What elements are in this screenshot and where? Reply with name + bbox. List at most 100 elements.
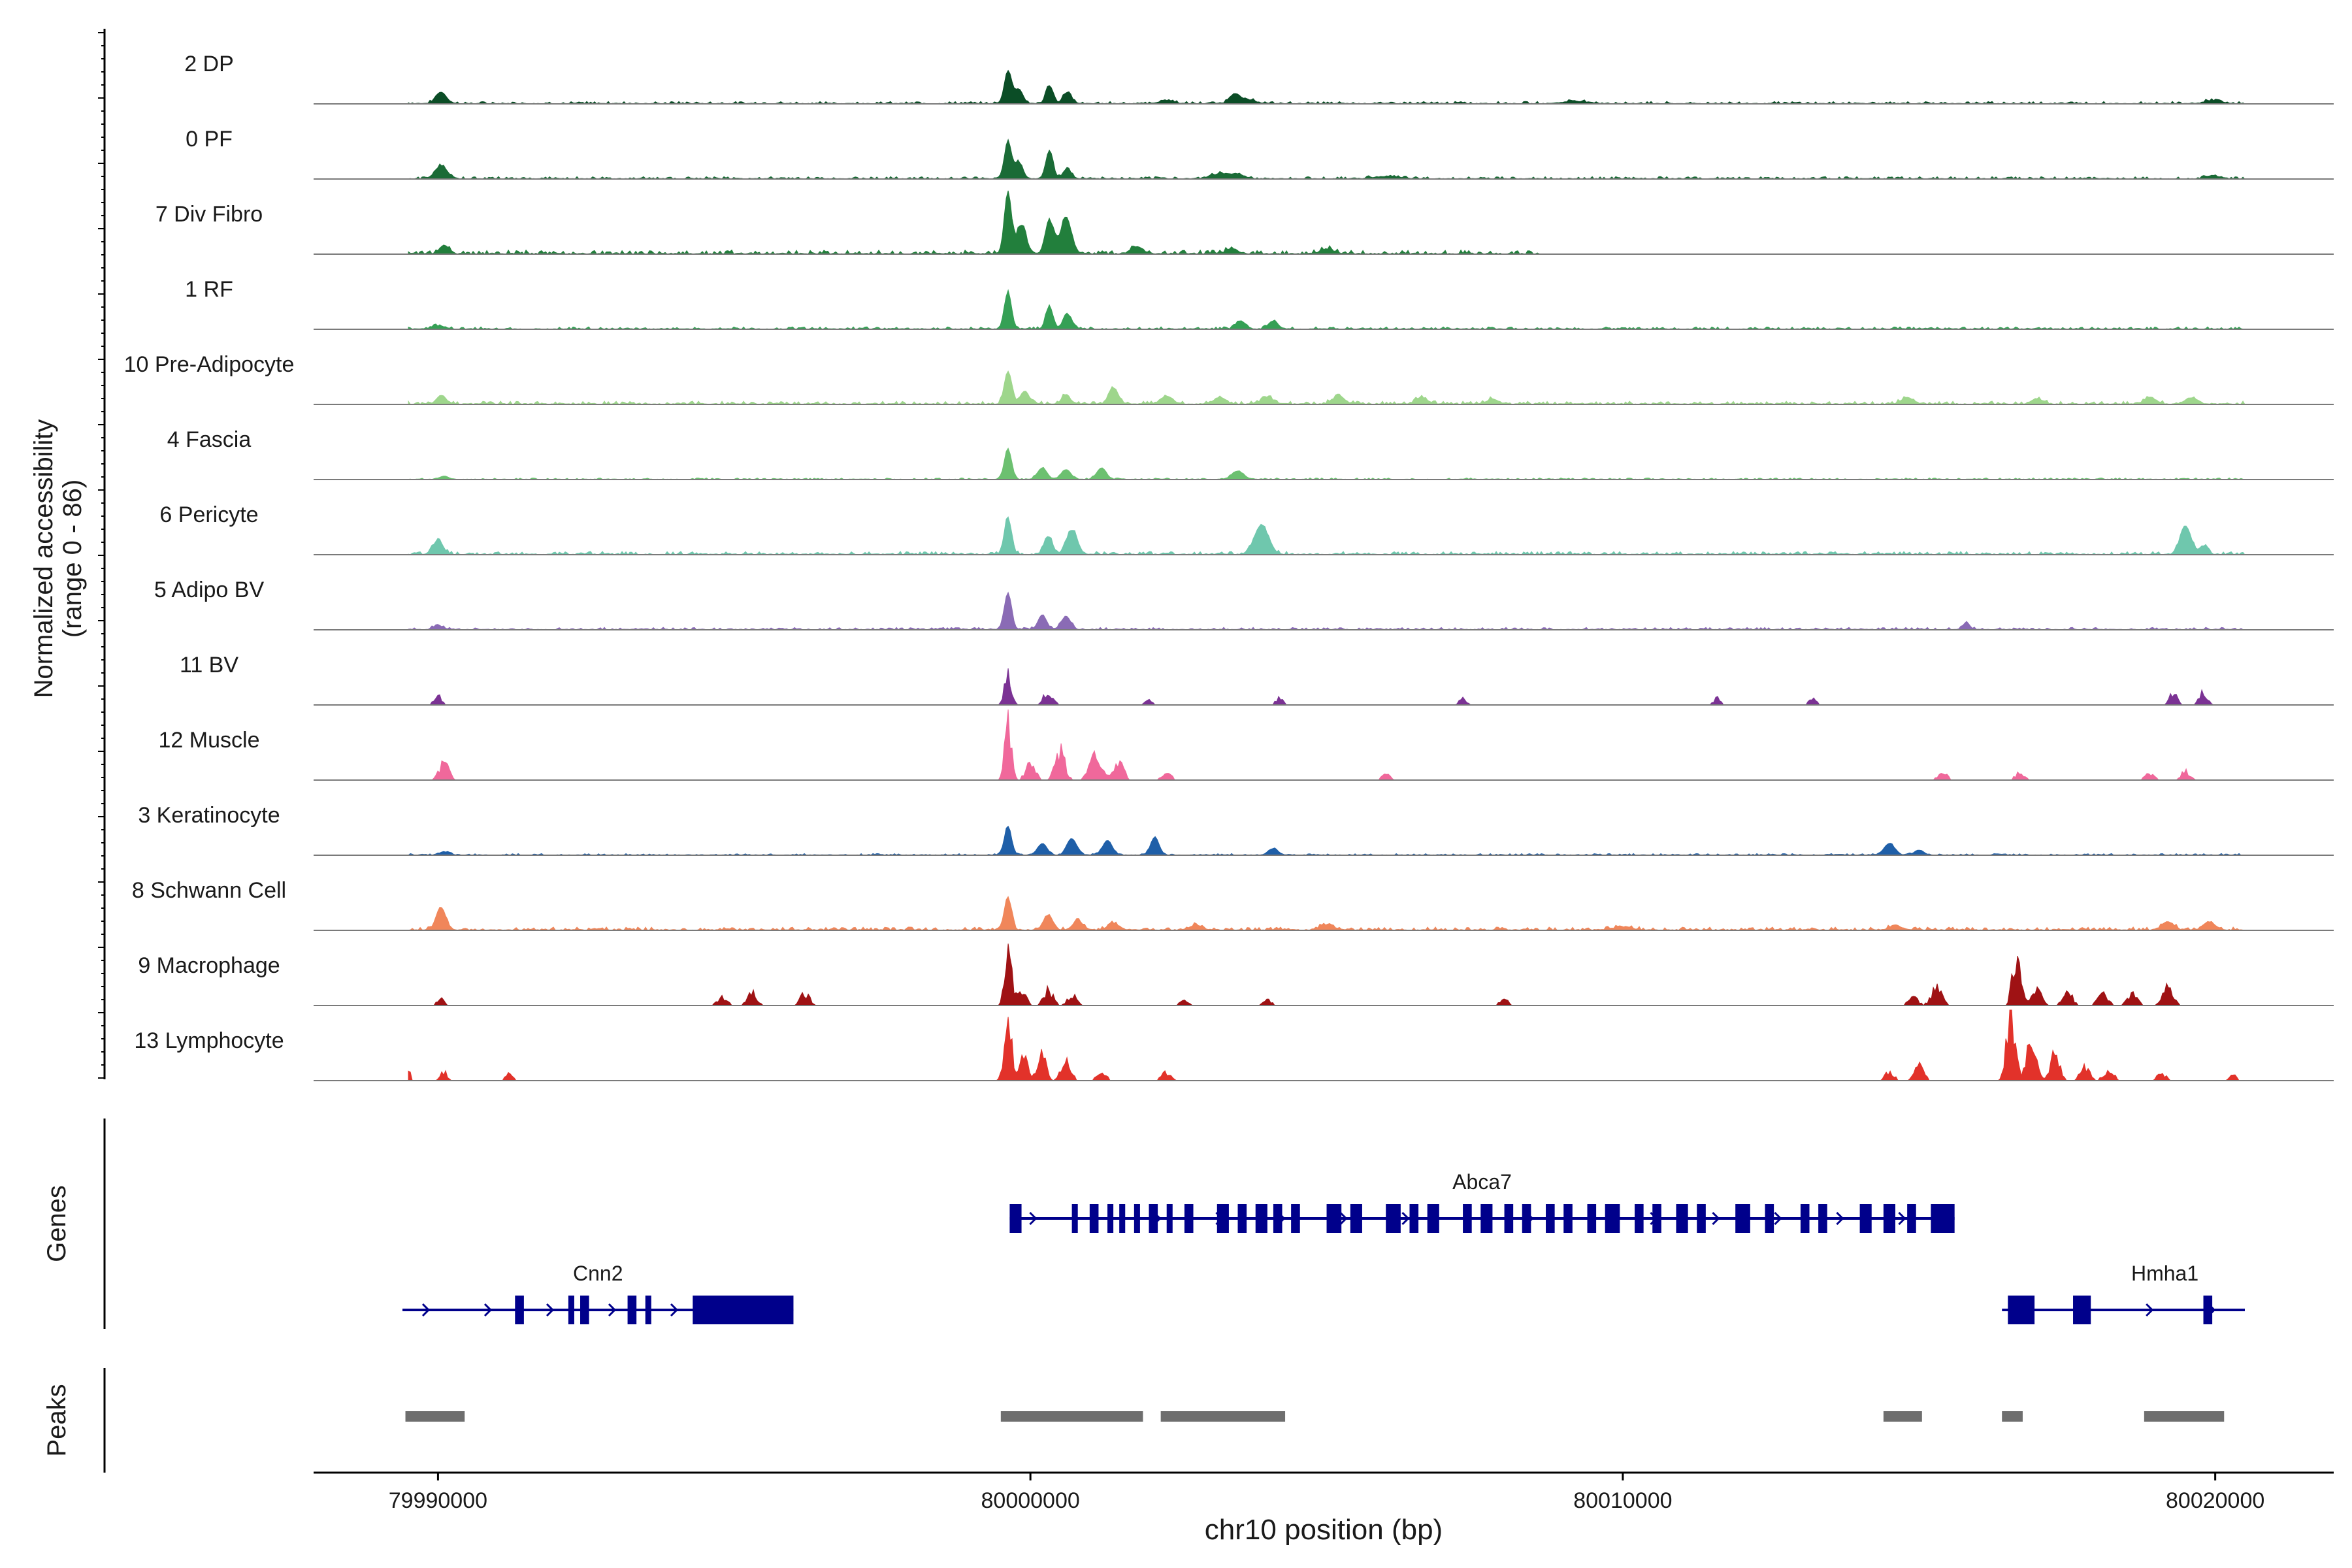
- exon: [1427, 1204, 1439, 1233]
- strand-arrow: [483, 1303, 493, 1317]
- exon: [1931, 1204, 1955, 1233]
- gene-label: Hmha1: [2131, 1262, 2198, 1285]
- gene-abca7: Abca7: [1009, 1170, 1955, 1233]
- coverage-area: [408, 516, 2246, 555]
- track-3-keratinocyte: 3 Keratinocyte: [138, 803, 2334, 856]
- coverage-area: [408, 825, 2246, 856]
- exon: [1546, 1204, 1555, 1233]
- coverage-tracks: 2 DP 0 PF 7 Div Fibro 1 RF 10 Pre-Adipocyte 4…: [124, 52, 2334, 1081]
- track-9-macrophage: 9 Macrophage: [138, 943, 2334, 1006]
- strand-arrow: [1401, 1211, 1410, 1226]
- exon: [1652, 1204, 1661, 1233]
- track-1-rf: 1 RF: [185, 277, 2334, 330]
- coverage-area: [408, 709, 2245, 781]
- exon: [568, 1296, 574, 1324]
- exon: [693, 1296, 794, 1324]
- peak-region: [2144, 1411, 2225, 1422]
- track-0-pf: 0 PF: [186, 127, 2334, 180]
- exon: [1291, 1204, 1300, 1233]
- exon: [1184, 1204, 1194, 1233]
- track-12-muscle: 12 Muscle: [159, 709, 2334, 781]
- exon: [1859, 1204, 1872, 1233]
- x-axis-title: chr10 position (bp): [1205, 1514, 1443, 1546]
- exon: [1480, 1204, 1493, 1233]
- track-11-bv: 11 BV: [180, 653, 2334, 706]
- track-label: 2 DP: [184, 52, 234, 76]
- exon: [1237, 1204, 1247, 1233]
- exon: [1907, 1204, 1916, 1233]
- track-label: 6 Pericyte: [159, 502, 258, 527]
- exon: [580, 1296, 589, 1324]
- exon: [1697, 1204, 1706, 1233]
- y-axis-range-label: (range 0 - 86): [58, 480, 87, 638]
- peaks-panel-label: Peaks: [42, 1384, 71, 1456]
- track-5-adipo-bv: 5 Adipo BV: [154, 578, 2334, 630]
- track-label: 3 Keratinocyte: [138, 803, 280, 828]
- coverage-area: [408, 289, 2246, 330]
- track-13-lymphocyte: 13 Lymphocyte: [134, 1009, 2334, 1081]
- exon: [1255, 1204, 1267, 1233]
- track-label: 10 Pre-Adipocyte: [124, 352, 295, 377]
- gene-hmha1: Hmha1: [2002, 1262, 2245, 1324]
- coverage-area: [408, 190, 1541, 255]
- gene-cnn2: Cnn2: [402, 1262, 794, 1324]
- peak-region: [1000, 1411, 1143, 1422]
- x-tick-label: 80010000: [1573, 1488, 1672, 1513]
- exon: [1504, 1204, 1514, 1233]
- exon: [645, 1296, 651, 1324]
- genes-panel-label: Genes: [42, 1185, 71, 1262]
- coverage-area: [408, 896, 2246, 931]
- strand-arrow: [546, 1303, 555, 1317]
- track-label: 1 RF: [185, 277, 233, 302]
- x-tick-label: 80000000: [981, 1488, 1080, 1513]
- track-label: 8 Schwann Cell: [132, 878, 286, 903]
- exon: [2008, 1296, 2035, 1324]
- coverage-area: [408, 447, 2246, 480]
- track-label: 13 Lymphocyte: [134, 1028, 284, 1053]
- exon: [1522, 1204, 1531, 1233]
- coverage-area: [408, 943, 2245, 1006]
- strand-arrow: [1774, 1211, 1782, 1226]
- x-tick-label: 80020000: [2166, 1488, 2264, 1513]
- exon: [1676, 1204, 1688, 1233]
- track-label: 5 Adipo BV: [154, 578, 265, 602]
- strand-arrow: [1339, 1211, 1348, 1226]
- track-label: 12 Muscle: [159, 728, 260, 753]
- track-label: 7 Div Fibro: [155, 202, 263, 227]
- coverage-area: [408, 370, 2246, 405]
- gene-label: Abca7: [1452, 1170, 1512, 1194]
- gene-label: Cnn2: [573, 1262, 623, 1285]
- track-4-fascia: 4 Fascia: [167, 427, 2334, 480]
- peak-region: [1883, 1411, 1922, 1422]
- exon: [1134, 1204, 1140, 1233]
- track-7-div-fibro: 7 Div Fibro: [155, 190, 2334, 255]
- coverage-area: [408, 1009, 2245, 1081]
- track-10-pre-adipocyte: 10 Pre-Adipocyte: [124, 352, 2334, 405]
- strand-arrow: [608, 1303, 617, 1317]
- track-6-pericyte: 6 Pericyte: [159, 502, 2334, 555]
- peak-region: [405, 1411, 465, 1422]
- strand-arrow: [421, 1303, 431, 1317]
- exon: [1149, 1204, 1158, 1233]
- exon: [1605, 1204, 1620, 1233]
- y-axis-label: Normalized accessibility: [29, 419, 58, 698]
- exon: [1107, 1204, 1114, 1233]
- exon: [1089, 1204, 1099, 1233]
- track-label: 11 BV: [180, 653, 238, 678]
- coverage-area: [408, 139, 2246, 180]
- exon: [1119, 1204, 1126, 1233]
- peak-regions: [405, 1411, 2225, 1422]
- coverage-y-axis-ticks: [98, 32, 105, 1079]
- strand-arrow: [1712, 1211, 1720, 1226]
- strand-arrow: [670, 1303, 679, 1317]
- coverage-area: [408, 69, 2246, 105]
- exon: [1166, 1204, 1173, 1233]
- exon: [1800, 1204, 1810, 1233]
- strand-arrow: [1898, 1211, 1906, 1226]
- exon: [1273, 1204, 1282, 1233]
- peak-region: [1160, 1411, 1286, 1422]
- exon: [1409, 1204, 1419, 1233]
- exon: [1587, 1204, 1597, 1233]
- exon: [627, 1296, 637, 1324]
